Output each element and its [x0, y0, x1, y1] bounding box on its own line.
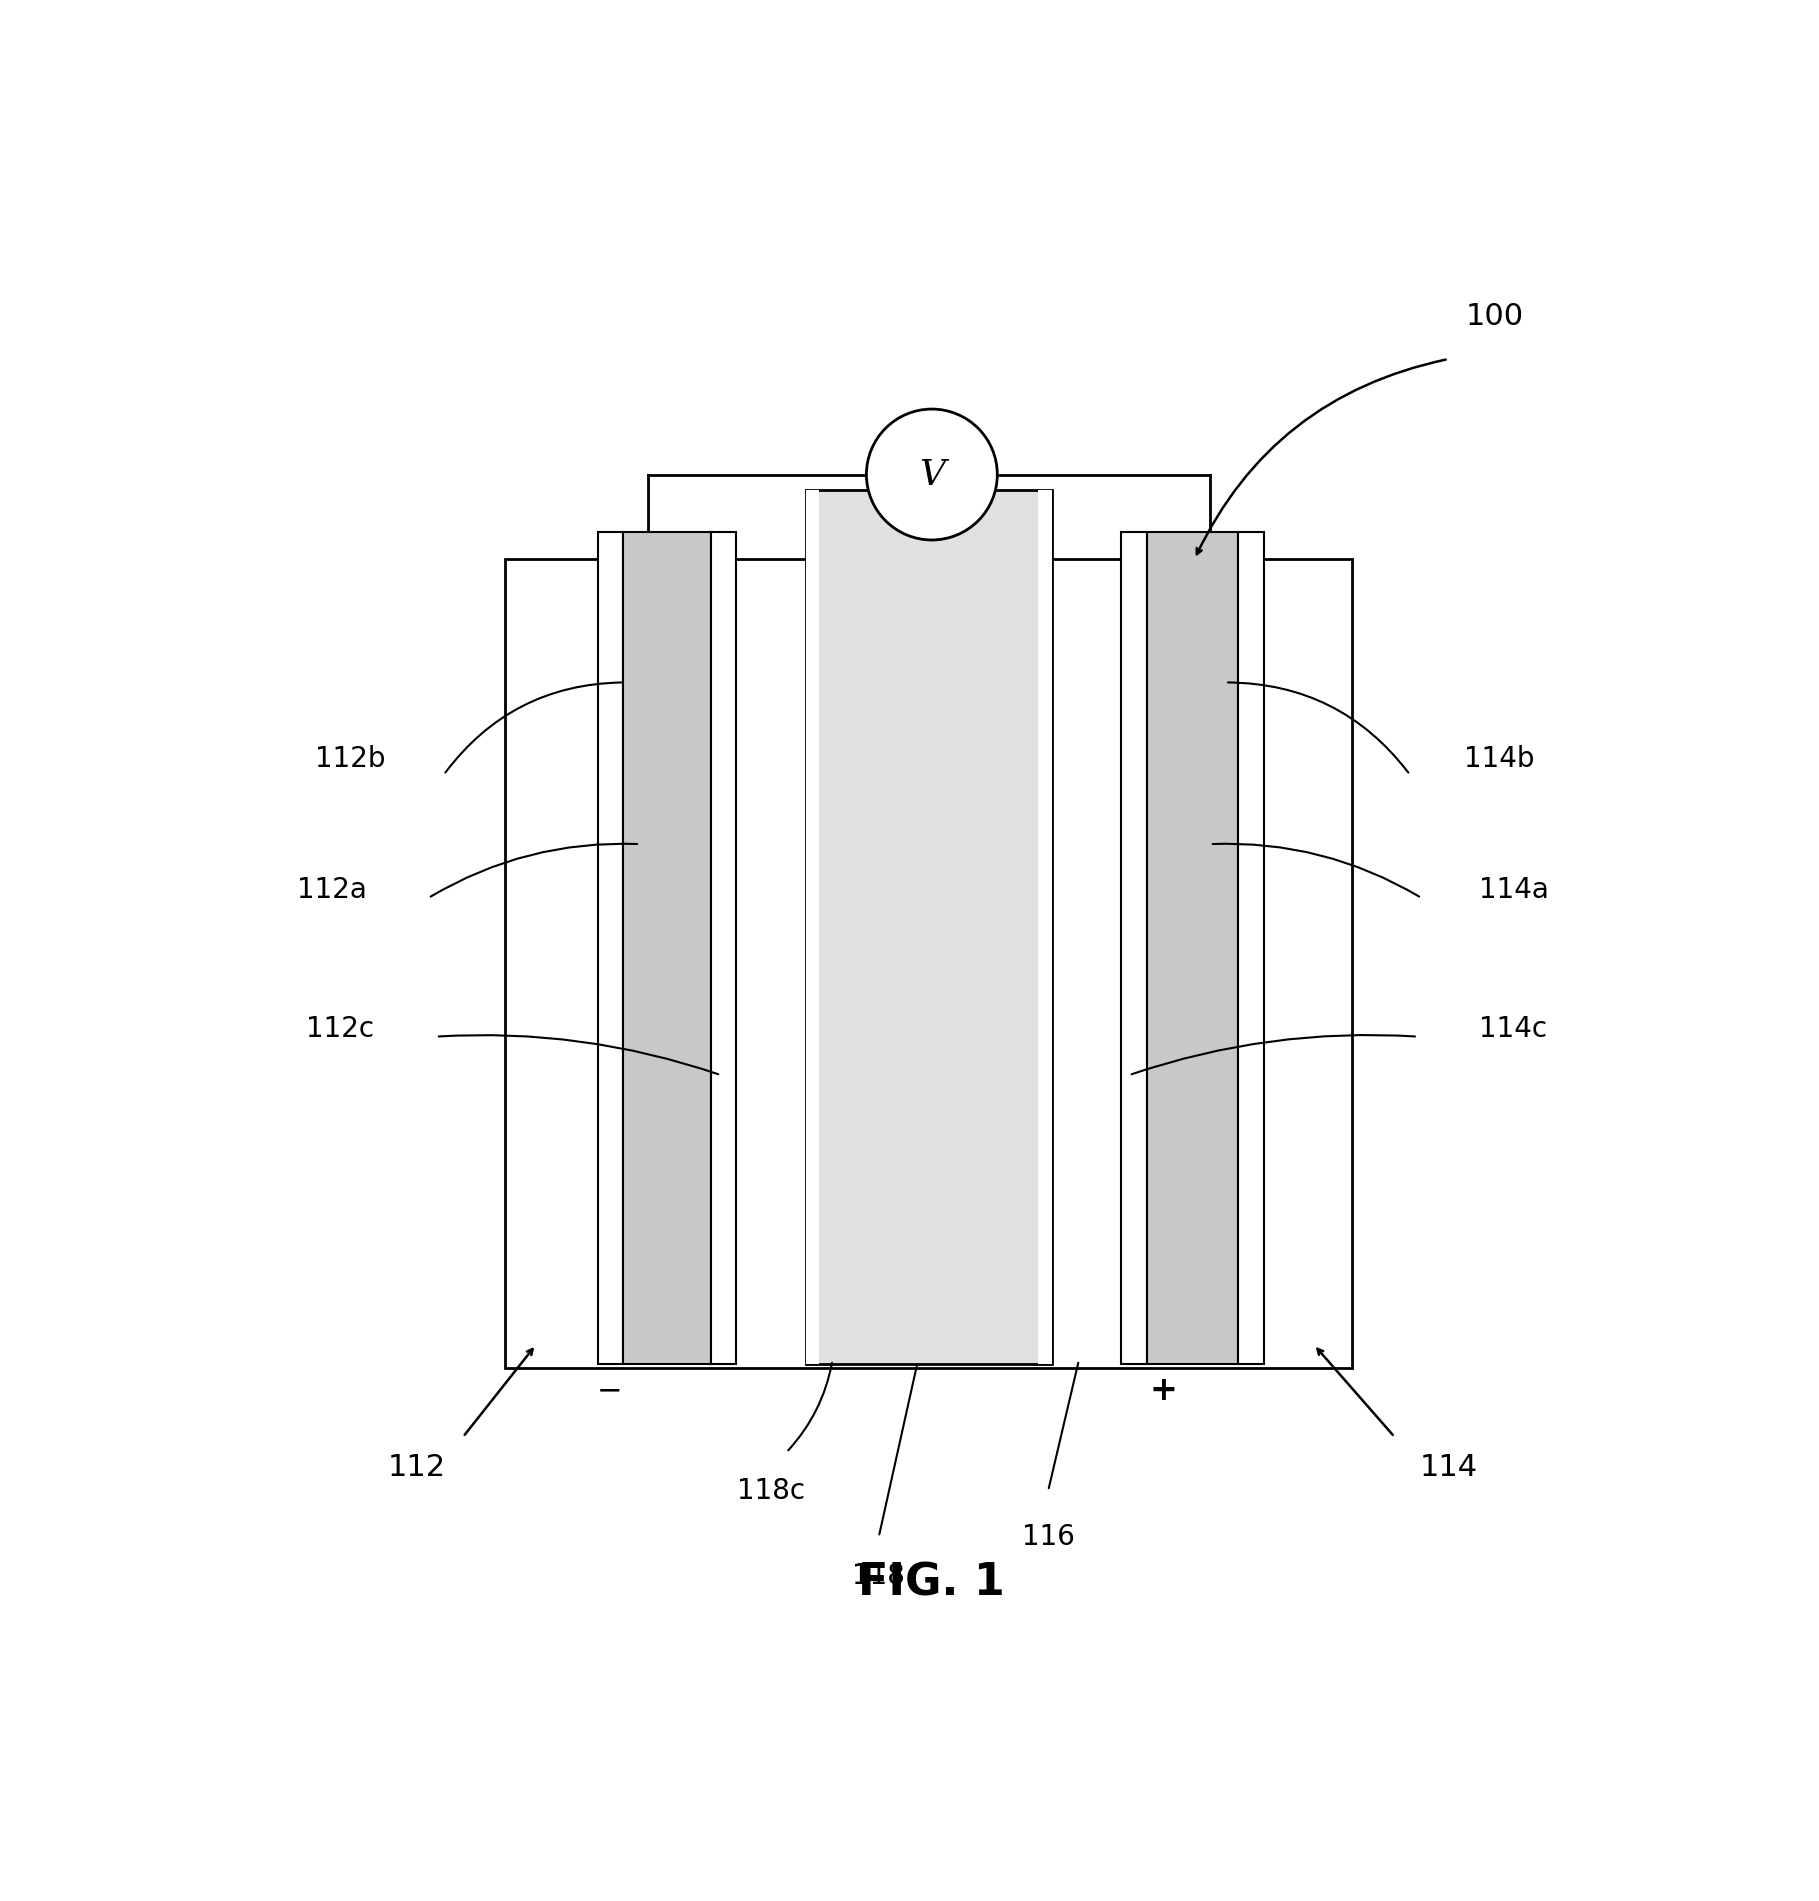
Text: 112b: 112b — [315, 745, 386, 774]
Circle shape — [866, 409, 997, 540]
Text: −: − — [597, 1376, 622, 1405]
Text: 118: 118 — [853, 1561, 906, 1589]
Bar — [1148, 532, 1239, 1363]
Bar — [622, 532, 711, 1363]
Text: V: V — [919, 458, 944, 492]
Text: +: + — [1150, 1374, 1177, 1407]
Text: 114a: 114a — [1479, 876, 1550, 905]
Bar — [1039, 490, 1051, 1363]
Text: 114: 114 — [1419, 1454, 1477, 1483]
Bar — [506, 559, 1352, 1367]
Bar — [1239, 532, 1264, 1363]
Bar — [806, 490, 1051, 1363]
Text: 100: 100 — [1466, 302, 1524, 331]
Bar — [711, 532, 737, 1363]
Text: 112c: 112c — [306, 1015, 375, 1044]
Text: 112a: 112a — [296, 876, 367, 905]
Text: FIG. 1: FIG. 1 — [859, 1563, 1006, 1604]
Bar — [1121, 532, 1148, 1363]
Text: 116: 116 — [1022, 1523, 1075, 1551]
Text: 118c: 118c — [737, 1477, 806, 1506]
Text: 112: 112 — [387, 1454, 446, 1483]
Text: 114c: 114c — [1479, 1015, 1548, 1044]
Bar — [806, 490, 819, 1363]
Text: 114b: 114b — [1464, 745, 1535, 774]
Bar — [598, 532, 622, 1363]
